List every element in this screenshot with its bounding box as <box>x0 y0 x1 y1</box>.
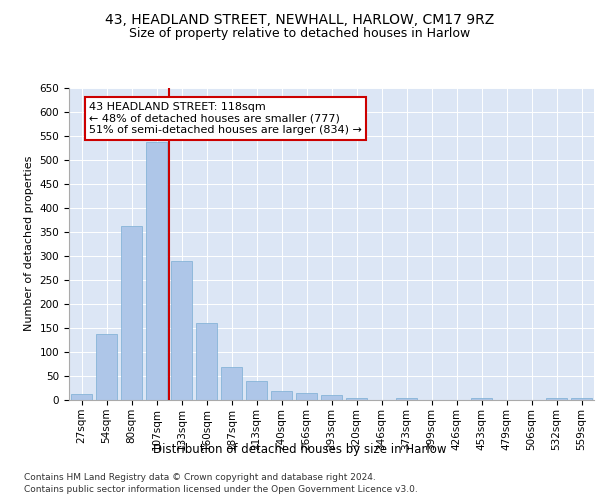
Bar <box>396 398 417 400</box>
Bar <box>96 334 117 400</box>
Text: Contains HM Land Registry data © Crown copyright and database right 2024.: Contains HM Land Registry data © Crown c… <box>24 472 376 482</box>
Text: 43 HEADLAND STREET: 118sqm
← 48% of detached houses are smaller (777)
51% of sem: 43 HEADLAND STREET: 118sqm ← 48% of deta… <box>89 102 362 135</box>
Text: Size of property relative to detached houses in Harlow: Size of property relative to detached ho… <box>130 28 470 40</box>
Bar <box>571 398 592 400</box>
Bar <box>321 395 342 400</box>
Bar <box>146 142 167 400</box>
Bar <box>196 323 217 400</box>
Bar <box>71 394 92 400</box>
Bar <box>471 398 492 400</box>
Bar <box>271 392 292 400</box>
Bar <box>246 381 267 400</box>
Y-axis label: Number of detached properties: Number of detached properties <box>24 156 34 332</box>
Bar <box>546 398 567 400</box>
Bar <box>171 260 192 400</box>
Bar <box>121 226 142 400</box>
Bar <box>296 393 317 400</box>
Bar <box>221 368 242 400</box>
Text: Contains public sector information licensed under the Open Government Licence v3: Contains public sector information licen… <box>24 485 418 494</box>
Text: 43, HEADLAND STREET, NEWHALL, HARLOW, CM17 9RZ: 43, HEADLAND STREET, NEWHALL, HARLOW, CM… <box>106 12 494 26</box>
Bar <box>346 398 367 400</box>
Text: Distribution of detached houses by size in Harlow: Distribution of detached houses by size … <box>153 442 447 456</box>
